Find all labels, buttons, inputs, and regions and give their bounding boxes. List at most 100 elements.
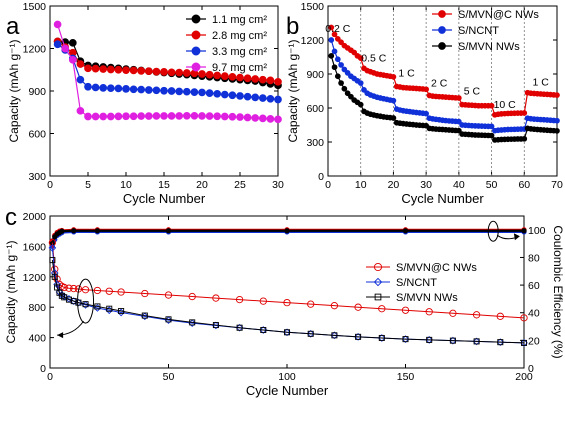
panel-c-capacity-line (51, 260, 525, 344)
panel-b-data-point (456, 127, 462, 134)
panel-a-data-point (152, 112, 161, 120)
panel-b-x-tick-label: 10 (355, 179, 367, 191)
panel-c-capacity-point (331, 332, 338, 339)
panel-b-data-point (338, 39, 344, 46)
panel-b-data-point (390, 97, 397, 104)
panel-a-data-point (213, 71, 222, 80)
panel-c-x-axis-label: Cycle Number (246, 383, 329, 398)
panel-b-data-point (328, 37, 335, 43)
panel-a-legend-label: 1.1 mg cm² (212, 14, 267, 26)
panel-a-data-point (228, 72, 237, 81)
panel-b-data-point (554, 117, 560, 124)
panel-b-data-point (488, 102, 495, 109)
panel-b-data-point (423, 110, 429, 117)
panel-a-data-point (236, 73, 244, 82)
panel-c-y-axis-label: Capacity (mAh g⁻¹) (4, 240, 18, 343)
panel-b-rate-label: 0.5 C (361, 53, 387, 65)
panel-b-y-axis-label: Capacity (mAh g⁻¹) (286, 39, 300, 142)
panel-c-legend-label: S/MVN NWs (396, 292, 458, 304)
panel-a-letter: a (6, 13, 20, 40)
panel-c-efficiency-point (521, 228, 527, 234)
panel-a-data-point (91, 83, 100, 92)
panel-a-data-point (160, 112, 168, 120)
panel-a-x-tick-label: 10 (120, 179, 132, 191)
panel-c-capacity-point (141, 312, 148, 319)
panel-a-data-point (99, 112, 108, 121)
panel-b-y-tick-label: 600 (306, 103, 324, 115)
panel-b-data-point (328, 24, 335, 31)
panel-a-y-tick-label: 900 (28, 86, 46, 98)
panel-a-data-point (144, 112, 153, 120)
panel-a-data-point (266, 115, 275, 123)
panel-a-data-point (114, 112, 123, 121)
panel-b-panel: 0 10 20 30 40 50 60 70 0 300 600 900 1200 1500 Cycle N… (286, 1, 563, 206)
panel-c-capacity-point (75, 299, 82, 306)
panel-c-capacity-point (94, 303, 101, 310)
panel-a-data-point (144, 67, 153, 76)
panel-c-capacity-point (259, 297, 267, 305)
panel-a-legend-marker (191, 62, 201, 72)
panel-b-data-point (521, 110, 528, 116)
panel-b-rate-label: 1 C (398, 67, 415, 79)
panel-a-data-point (106, 84, 115, 93)
panel-c-legend-label: S/MVN@C NWs (396, 262, 477, 274)
panel-c-capacity-point (51, 273, 58, 280)
panel-c-capacity-point (82, 301, 89, 308)
panel-c-capacity-point (355, 333, 362, 340)
panel-a-data-point (114, 84, 123, 93)
panel-a-data-point (84, 64, 92, 73)
panel-a-data-point (99, 65, 108, 73)
panel-c-capacity-point (164, 291, 173, 299)
panel-c-capacity-point (188, 292, 196, 301)
panel-c-capacity-point (496, 312, 504, 320)
panel-b-data-point (341, 66, 348, 73)
panel-c-capacity-series (48, 238, 528, 322)
panel-b-x-tick-label: 0 (325, 179, 331, 191)
panel-a-data-point (76, 106, 85, 115)
panel-c-capacity-point (330, 302, 339, 310)
panel-a-data-point (274, 115, 282, 124)
panel-b-data-point (554, 92, 560, 98)
panel-a-data-point (137, 67, 146, 75)
panel-a-data-point (122, 66, 130, 75)
panel-c-y-tick-label: 2000 (23, 211, 47, 223)
panel-c-capacity-point (307, 300, 315, 308)
panel-c-efficiency-point (94, 228, 101, 234)
panel-a-data-point (122, 112, 130, 121)
panel-a-data-point (84, 112, 92, 121)
panel-c-y2-tick-label: 20 (528, 335, 540, 347)
panel-c-capacity-point (426, 336, 433, 343)
panel-b-data-point (331, 64, 338, 71)
panel-a-data-point (190, 88, 199, 96)
panel-a-x-tick-label: 25 (234, 179, 246, 191)
panel-a-data-point (160, 68, 168, 76)
panel-c-capacity-point (81, 286, 90, 294)
panel-a-x-tick-label: 5 (85, 179, 91, 191)
panel-b-series (328, 53, 560, 143)
panel-c-capacity-point (65, 284, 73, 292)
panel-b-y-tick-label: 900 (306, 69, 324, 81)
panel-a-x-tick-label: 30 (272, 179, 284, 191)
panel-a-x-tick-label: 0 (47, 179, 53, 191)
panel-a-data-point (190, 111, 199, 120)
panel-c-y2-tick-label: 40 (528, 308, 540, 320)
panel-c-y2-axis-label: Coulombic Efficiency (%) (551, 225, 565, 358)
panel-c-capacity-point (48, 244, 57, 252)
panel-a-data-point (228, 91, 237, 100)
panel-b-plot-frame (327, 5, 558, 177)
panel-b-data-point (338, 80, 344, 86)
panel-b-x-tick-label: 70 (551, 179, 563, 191)
panel-c-capacity-point (283, 298, 291, 307)
panel-b-y-tick-label: 0 (318, 171, 324, 183)
panel-b-data-point (331, 31, 338, 38)
panel-c-capacity-point (117, 288, 125, 296)
panel-a-data-point (68, 38, 77, 47)
panel-b-letter: b (286, 13, 299, 40)
panel-b-data-point (357, 80, 364, 86)
panel-b-rate-label: 0.2 C (325, 23, 351, 35)
panel-c-annotation-arrow-left (57, 320, 84, 336)
panel-c-capacity-point (473, 338, 480, 345)
panel-c-efficiency-point (402, 228, 409, 234)
panel-c-x-tick-label: 50 (163, 371, 175, 383)
